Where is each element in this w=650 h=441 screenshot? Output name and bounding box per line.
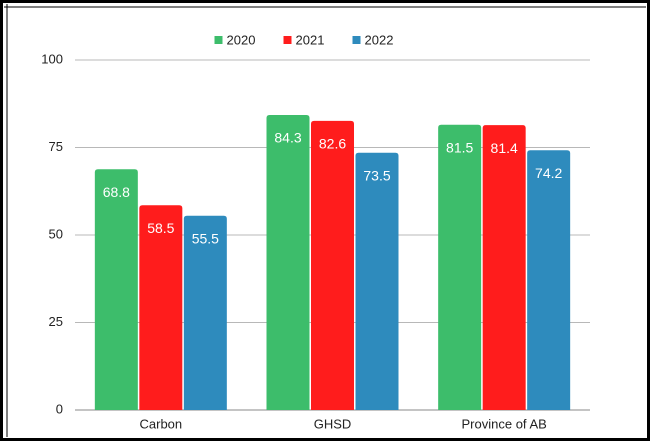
data-label: 81.4 xyxy=(491,140,518,156)
data-label: 82.6 xyxy=(319,136,346,152)
bar xyxy=(266,114,310,410)
bar xyxy=(482,125,526,410)
bar xyxy=(94,169,138,410)
bar xyxy=(527,150,571,411)
legend-label: 2022 xyxy=(365,32,394,47)
bar xyxy=(139,205,183,410)
y-tick-label: 75 xyxy=(49,139,63,154)
legend-swatch xyxy=(214,36,223,44)
legend-swatch xyxy=(352,36,361,44)
y-tick-label: 0 xyxy=(56,401,63,416)
y-tick-label: 50 xyxy=(49,226,63,241)
x-tick-label: Carbon xyxy=(140,416,183,431)
data-label: 84.3 xyxy=(274,130,301,146)
data-label: 58.5 xyxy=(147,220,174,236)
data-label: 73.5 xyxy=(363,167,390,183)
y-tick-label: 100 xyxy=(41,51,63,66)
data-label: 81.5 xyxy=(446,139,473,155)
data-label: 68.8 xyxy=(103,184,130,200)
legend-label: 2020 xyxy=(227,32,256,47)
y-tick-label: 25 xyxy=(49,314,63,329)
data-label: 74.2 xyxy=(535,165,562,181)
x-tick-label: Province of AB xyxy=(462,416,547,431)
legend-swatch xyxy=(283,36,292,44)
x-tick-label: GHSD xyxy=(314,416,352,431)
legend-label: 2021 xyxy=(296,32,325,47)
bar xyxy=(438,124,482,410)
data-label: 55.5 xyxy=(192,230,219,246)
bar xyxy=(183,215,227,410)
bar xyxy=(311,120,354,411)
bar xyxy=(355,152,399,410)
